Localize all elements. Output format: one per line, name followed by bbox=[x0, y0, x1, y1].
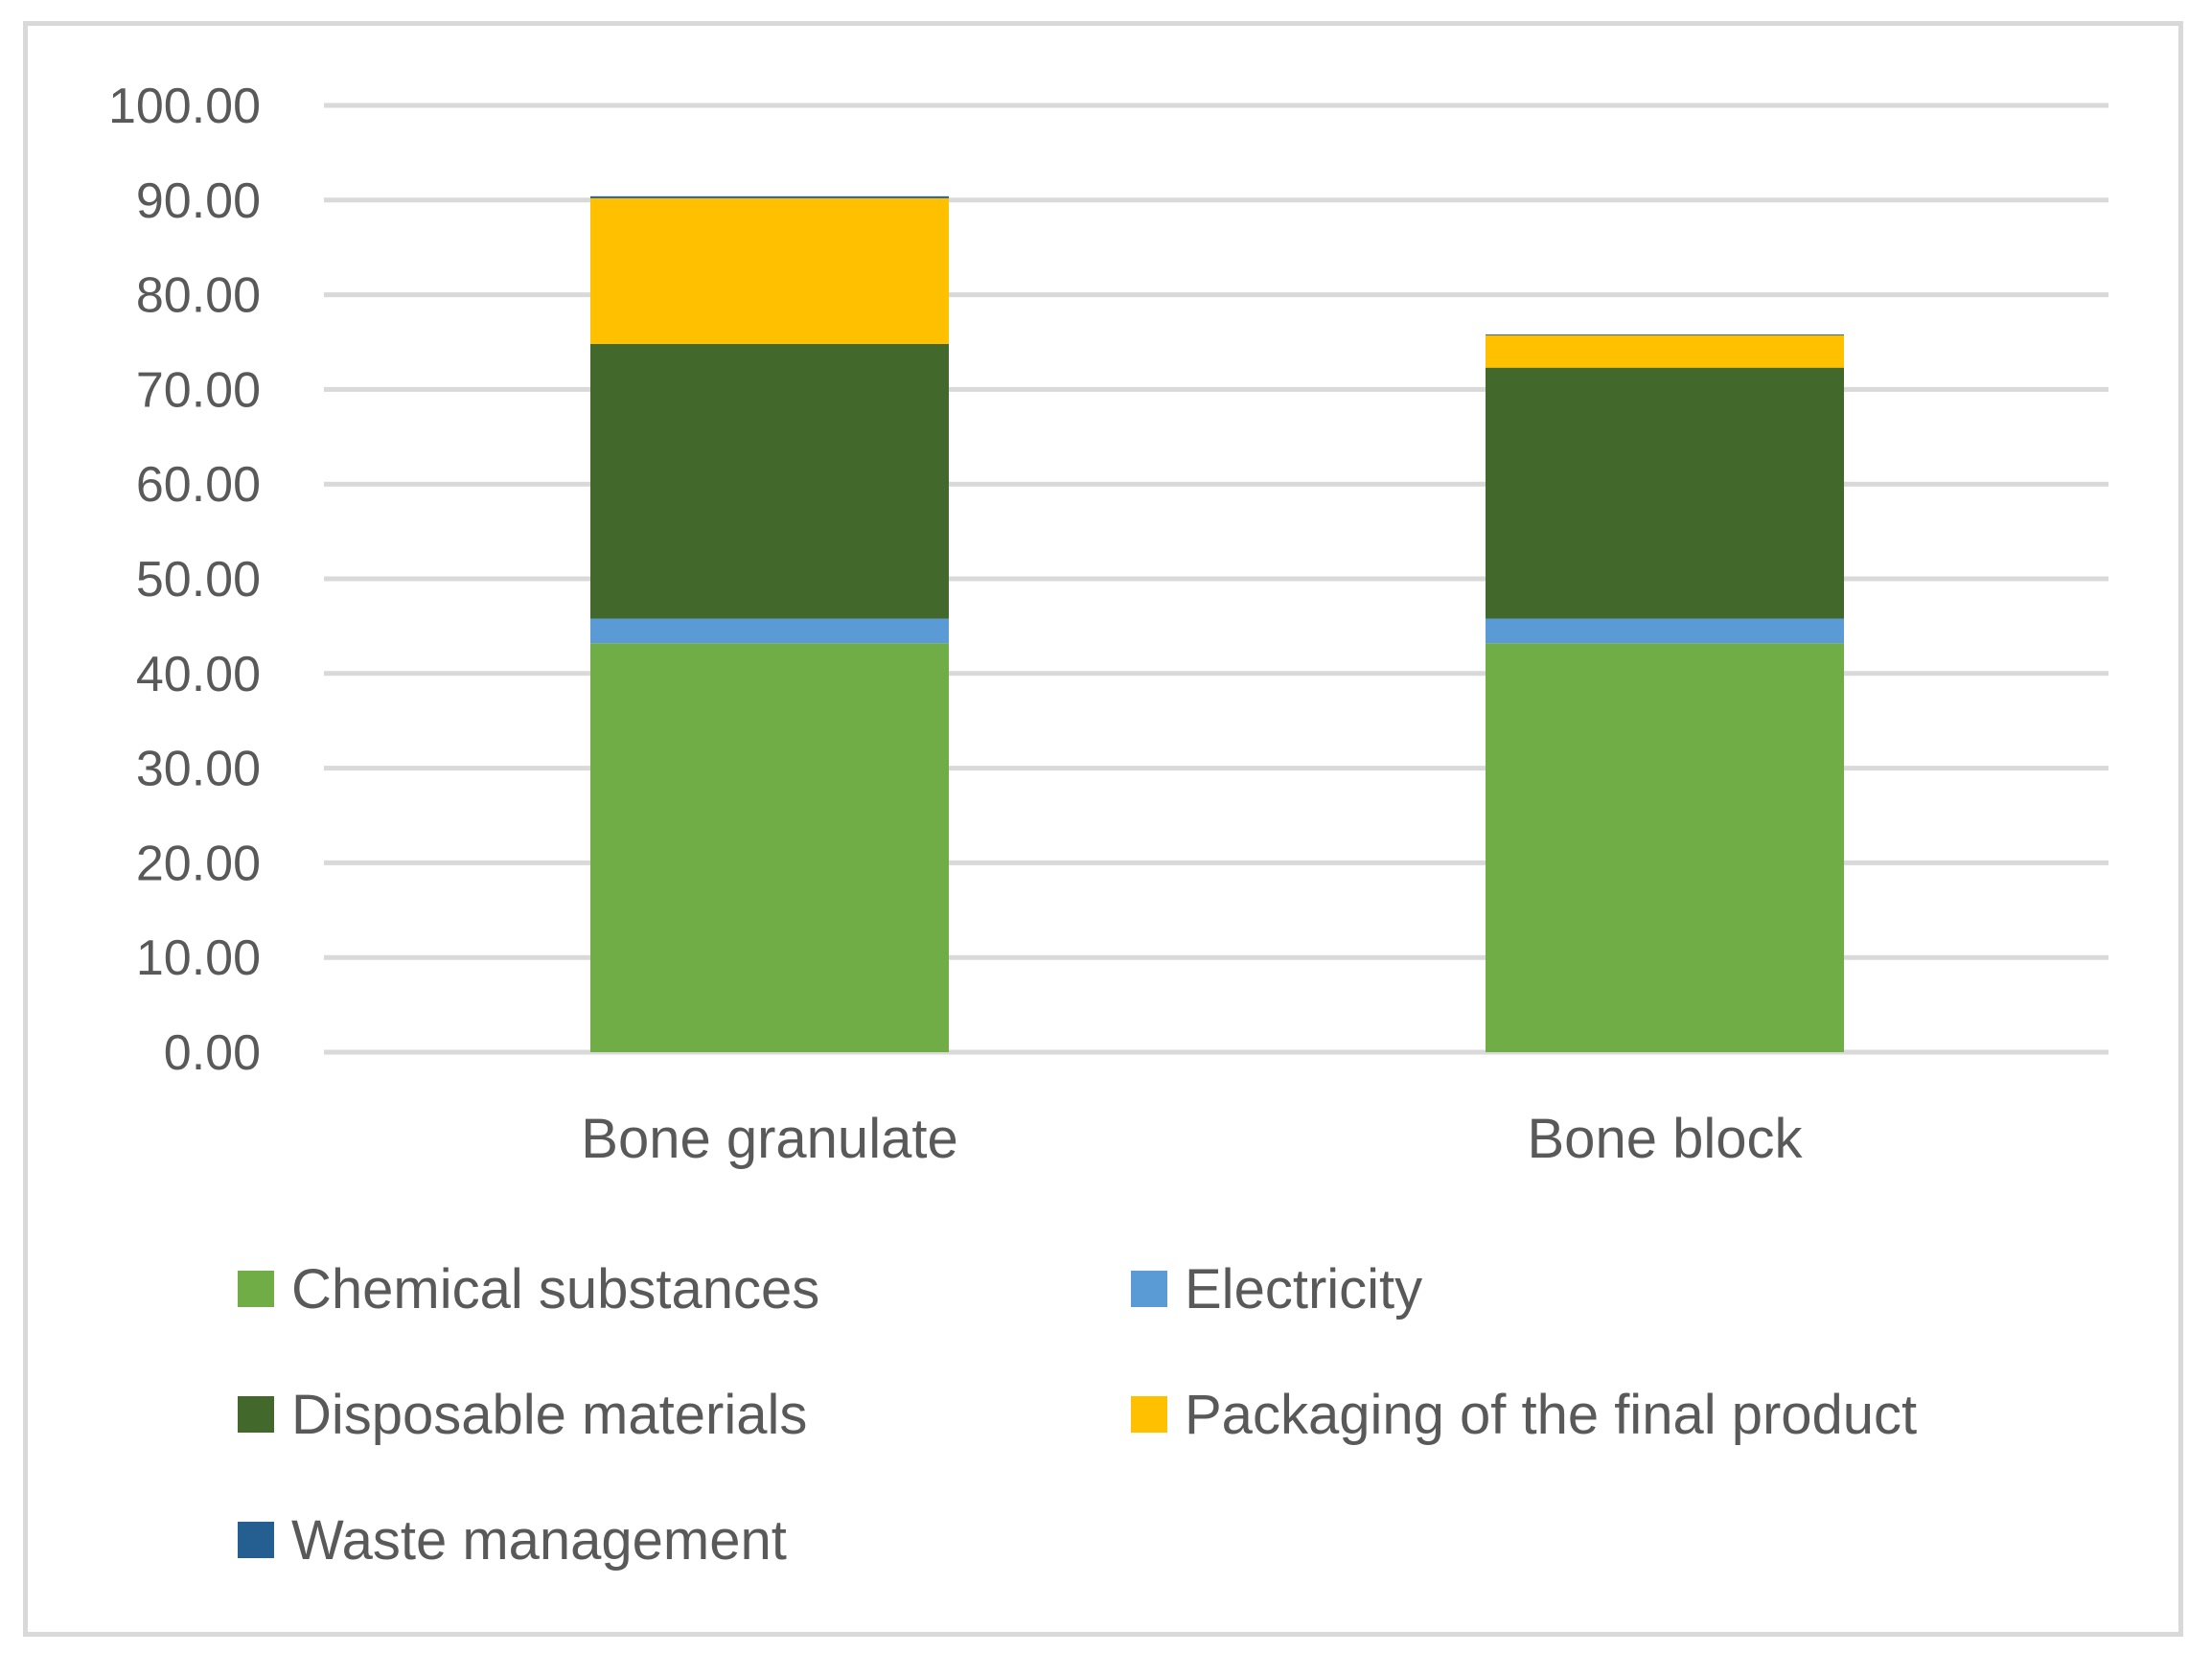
bar-segment-packaging-of-the-final-product bbox=[590, 197, 949, 344]
y-tick-label: 90.00 bbox=[136, 173, 261, 229]
x-category-label: Bone granulate bbox=[581, 1108, 957, 1170]
y-tick-label: 40.00 bbox=[136, 647, 261, 702]
legend-swatch bbox=[238, 1522, 274, 1558]
stacked-bars bbox=[590, 195, 1844, 1052]
legend-label: Packaging of the final product bbox=[1185, 1384, 1917, 1446]
legend-label: Electricity bbox=[1185, 1258, 1422, 1320]
y-tick-label: 60.00 bbox=[136, 457, 261, 513]
legend: Chemical substances Electricity Disposable… bbox=[238, 1258, 1917, 1572]
bar-segment-disposable-materials bbox=[590, 343, 949, 619]
x-axis-category-labels: Bone granulate Bone block bbox=[581, 1108, 1803, 1170]
y-tick-label: 20.00 bbox=[136, 836, 261, 891]
legend-swatch bbox=[238, 1271, 274, 1307]
y-tick-label: 30.00 bbox=[136, 742, 261, 797]
bar-segment-electricity bbox=[590, 618, 949, 644]
legend-label: Chemical substances bbox=[291, 1258, 819, 1320]
bar-segment-waste-management bbox=[590, 195, 949, 198]
legend-swatch bbox=[238, 1396, 274, 1433]
y-tick-label: 80.00 bbox=[136, 268, 261, 324]
bar-segment-waste-management bbox=[1486, 334, 1844, 336]
legend-swatch bbox=[1131, 1396, 1167, 1433]
x-category-label: Bone block bbox=[1528, 1108, 1804, 1170]
bar-segment-disposable-materials bbox=[1486, 367, 1844, 619]
bar-segment-packaging-of-the-final-product bbox=[1486, 335, 1844, 368]
y-tick-label: 100.00 bbox=[108, 79, 261, 134]
bar-segment-chemical-substances bbox=[590, 643, 949, 1052]
y-tick-label: 0.00 bbox=[164, 1025, 261, 1081]
legend-swatch bbox=[1131, 1271, 1167, 1307]
legend-label: Waste management bbox=[291, 1509, 787, 1572]
legend-label: Disposable materials bbox=[291, 1384, 807, 1446]
y-tick-label: 10.00 bbox=[136, 930, 261, 986]
y-tick-label: 70.00 bbox=[136, 362, 261, 418]
y-axis-tick-labels: 0.00 10.00 20.00 30.00 40.00 50.00 60.00 70.00 8… bbox=[108, 79, 261, 1081]
bar-segment-electricity bbox=[1486, 618, 1844, 644]
bar-segment-chemical-substances bbox=[1486, 643, 1844, 1052]
y-tick-label: 50.00 bbox=[136, 552, 261, 608]
